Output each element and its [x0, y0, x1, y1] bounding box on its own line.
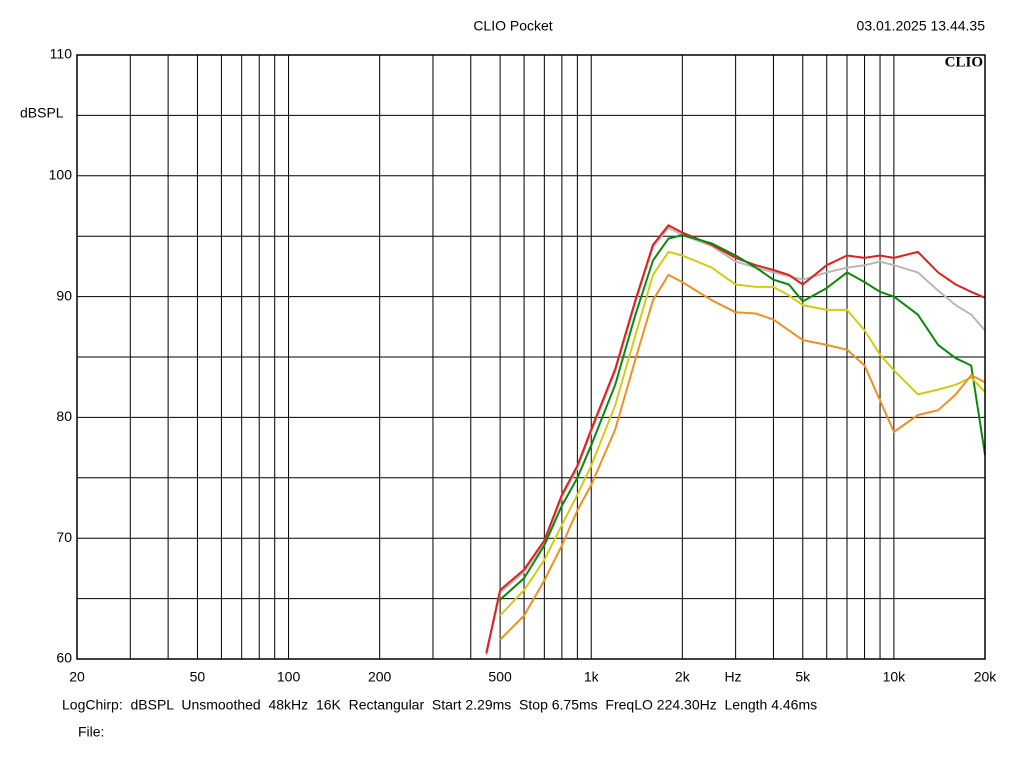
logo: CLIO: [945, 54, 983, 70]
series-line: [499, 234, 986, 601]
y-tick-label: 90: [56, 287, 72, 303]
y-tick-label: 100: [49, 167, 73, 183]
x-tick-label: 200: [368, 669, 392, 685]
y-tick-label: 80: [56, 408, 72, 424]
y-axis-label: dBSPL: [20, 105, 64, 121]
y-tick-label: 70: [56, 529, 72, 545]
footer: LogChirp: dBSPL Unsmoothed 48kHz 16K Rec…: [62, 697, 817, 713]
plot-frame: [76, 54, 986, 660]
x-tick-label: 500: [488, 669, 512, 685]
chart-title: CLIO Pocket: [473, 18, 552, 34]
series-line: [499, 250, 986, 617]
x-tick-label: 5k: [795, 669, 811, 685]
y-tick-label: 60: [56, 650, 72, 666]
timestamp: 03.01.2025 13.44.35: [857, 18, 986, 34]
x-tick-label: 100: [277, 669, 301, 685]
x-axis-label: Hz: [724, 669, 741, 685]
x-tick-label: 20: [69, 669, 85, 685]
file-label: File:: [78, 724, 104, 740]
x-tick-label: 10k: [883, 669, 907, 685]
series-line: [499, 273, 986, 641]
x-tick-label: 1k: [584, 669, 600, 685]
series-line: [485, 226, 986, 656]
x-tick-label: 50: [190, 669, 206, 685]
x-tick-label: 2k: [675, 669, 691, 685]
y-tick-label: 110: [50, 46, 73, 62]
lines: [485, 224, 986, 656]
x-tick-label: 20k: [974, 669, 998, 685]
